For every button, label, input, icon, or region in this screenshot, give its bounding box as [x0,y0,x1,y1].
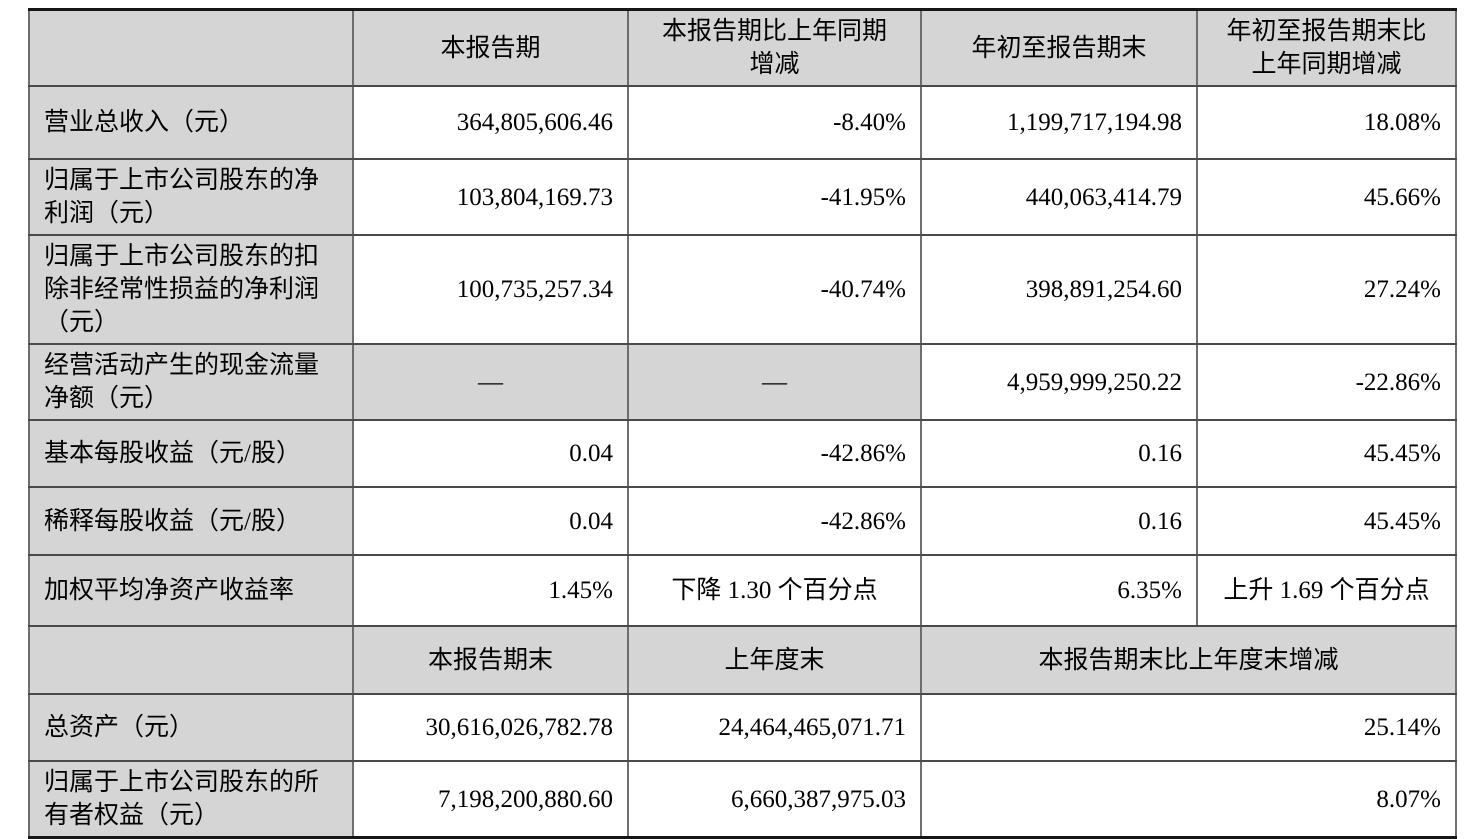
column-header: 本报告期末 [352,625,629,695]
row-label: 加权平均净资产收益率 [28,554,354,627]
value-cell: 6.35% [920,554,1198,627]
value-cell: 45.45% [1196,486,1457,556]
value-cell: -42.86% [627,486,922,556]
value-cell: 45.66% [1196,158,1457,236]
row-label: 总资产（元） [28,693,354,762]
row-label: 稀释每股收益（元/股） [28,486,354,556]
value-cell: — [627,343,922,421]
value-cell: -42.86% [627,419,922,488]
value-cell: -40.74% [627,234,922,345]
value-cell: 0.04 [352,486,629,556]
value-cell: 1.45% [352,554,629,627]
column-header: 本报告期比上年同期 增减 [627,8,922,87]
column-header [28,625,354,695]
value-cell: 25.14% [920,693,1457,762]
value-cell: -8.40% [627,85,922,160]
header-row: 本报告期 本报告期比上年同期 增减 年初至报告期末 年初至报告期末比 上年同期增减 [28,8,1457,87]
column-header: 本报告期末比上年度末增减 [920,625,1457,695]
row-label: 归属于上市公司股东的扣除非经常性损益的净利润（元） [28,234,354,345]
column-header: 上年度末 [627,625,922,695]
row-label: 归属于上市公司股东的净利润（元） [28,158,354,236]
table-row: 经营活动产生的现金流量净额（元） — —4,959,999,250.22 -22.86… [28,343,1457,421]
table-row: 归属于上市公司股东的所有者权益（元） 7,198,200,880.60 6,660,… [28,760,1457,839]
value-cell: 440,063,414.79 [920,158,1198,236]
value-cell: 100,735,257.34 [352,234,629,345]
table-row: 总资产（元） 30,616,026,782.78 24,464,465,071.71… [28,693,1457,762]
value-cell: 6,660,387,975.03 [627,760,922,839]
value-cell: 45.45% [1196,419,1457,488]
table-row: 加权平均净资产收益率 1.45% 下降 1.30 个百分点 6.35% 上升 1.69 … [28,554,1457,627]
value-cell: 8.07% [920,760,1457,839]
header-row: 本报告期末 上年度末 本报告期末比上年度末增减 [28,625,1457,695]
value-cell: 103,804,169.73 [352,158,629,236]
row-label: 归属于上市公司股东的所有者权益（元） [28,760,354,839]
column-header: 年初至报告期末 [920,8,1198,87]
column-header: 年初至报告期末比 上年同期增减 [1196,8,1457,87]
table-row: 营业总收入（元） 364,805,606.46 -8.40% 1,199,717,19… [28,85,1457,160]
value-cell: 24,464,465,071.71 [627,693,922,762]
value-cell: -22.86% [1196,343,1457,421]
table-row: 稀释每股收益（元/股） 0.04 -42.86% 0.16 45.45% [28,486,1457,556]
column-header: 本报告期 [352,8,629,87]
value-cell: 18.08% [1196,85,1457,160]
value-cell: 0.16 [920,419,1198,488]
value-cell: -41.95% [627,158,922,236]
value-cell: 1,199,717,194.98 [920,85,1198,160]
row-label: 经营活动产生的现金流量净额（元） [28,343,354,421]
value-cell: 27.24% [1196,234,1457,345]
row-label: 营业总收入（元） [28,85,354,160]
value-cell: 364,805,606.46 [352,85,629,160]
value-cell: 398,891,254.60 [920,234,1198,345]
column-header [28,8,354,87]
value-cell: 下降 1.30 个百分点 [627,554,922,627]
value-cell: 7,198,200,880.60 [352,760,629,839]
value-cell: 30,616,026,782.78 [352,693,629,762]
value-cell: 0.04 [352,419,629,488]
row-label: 基本每股收益（元/股） [28,419,354,488]
value-cell: — [352,343,629,421]
financial-summary-table: 本报告期 本报告期比上年同期 增减 年初至报告期末 年初至报告期末比 上年同期增减 营业… [28,8,1457,839]
value-cell: 4,959,999,250.22 [920,343,1198,421]
value-cell: 上升 1.69 个百分点 [1196,554,1457,627]
value-cell: 0.16 [920,486,1198,556]
report-page: 本报告期 本报告期比上年同期 增减 年初至报告期末 年初至报告期末比 上年同期增减 营业… [0,8,1479,839]
table-row: 基本每股收益（元/股） 0.04 -42.86% 0.16 45.45% [28,419,1457,488]
table-row: 归属于上市公司股东的扣除非经常性损益的净利润（元） 100,735,257.34-… [28,234,1457,345]
table-row: 归属于上市公司股东的净利润（元） 103,804,169.73 -41.95% 440… [28,158,1457,236]
